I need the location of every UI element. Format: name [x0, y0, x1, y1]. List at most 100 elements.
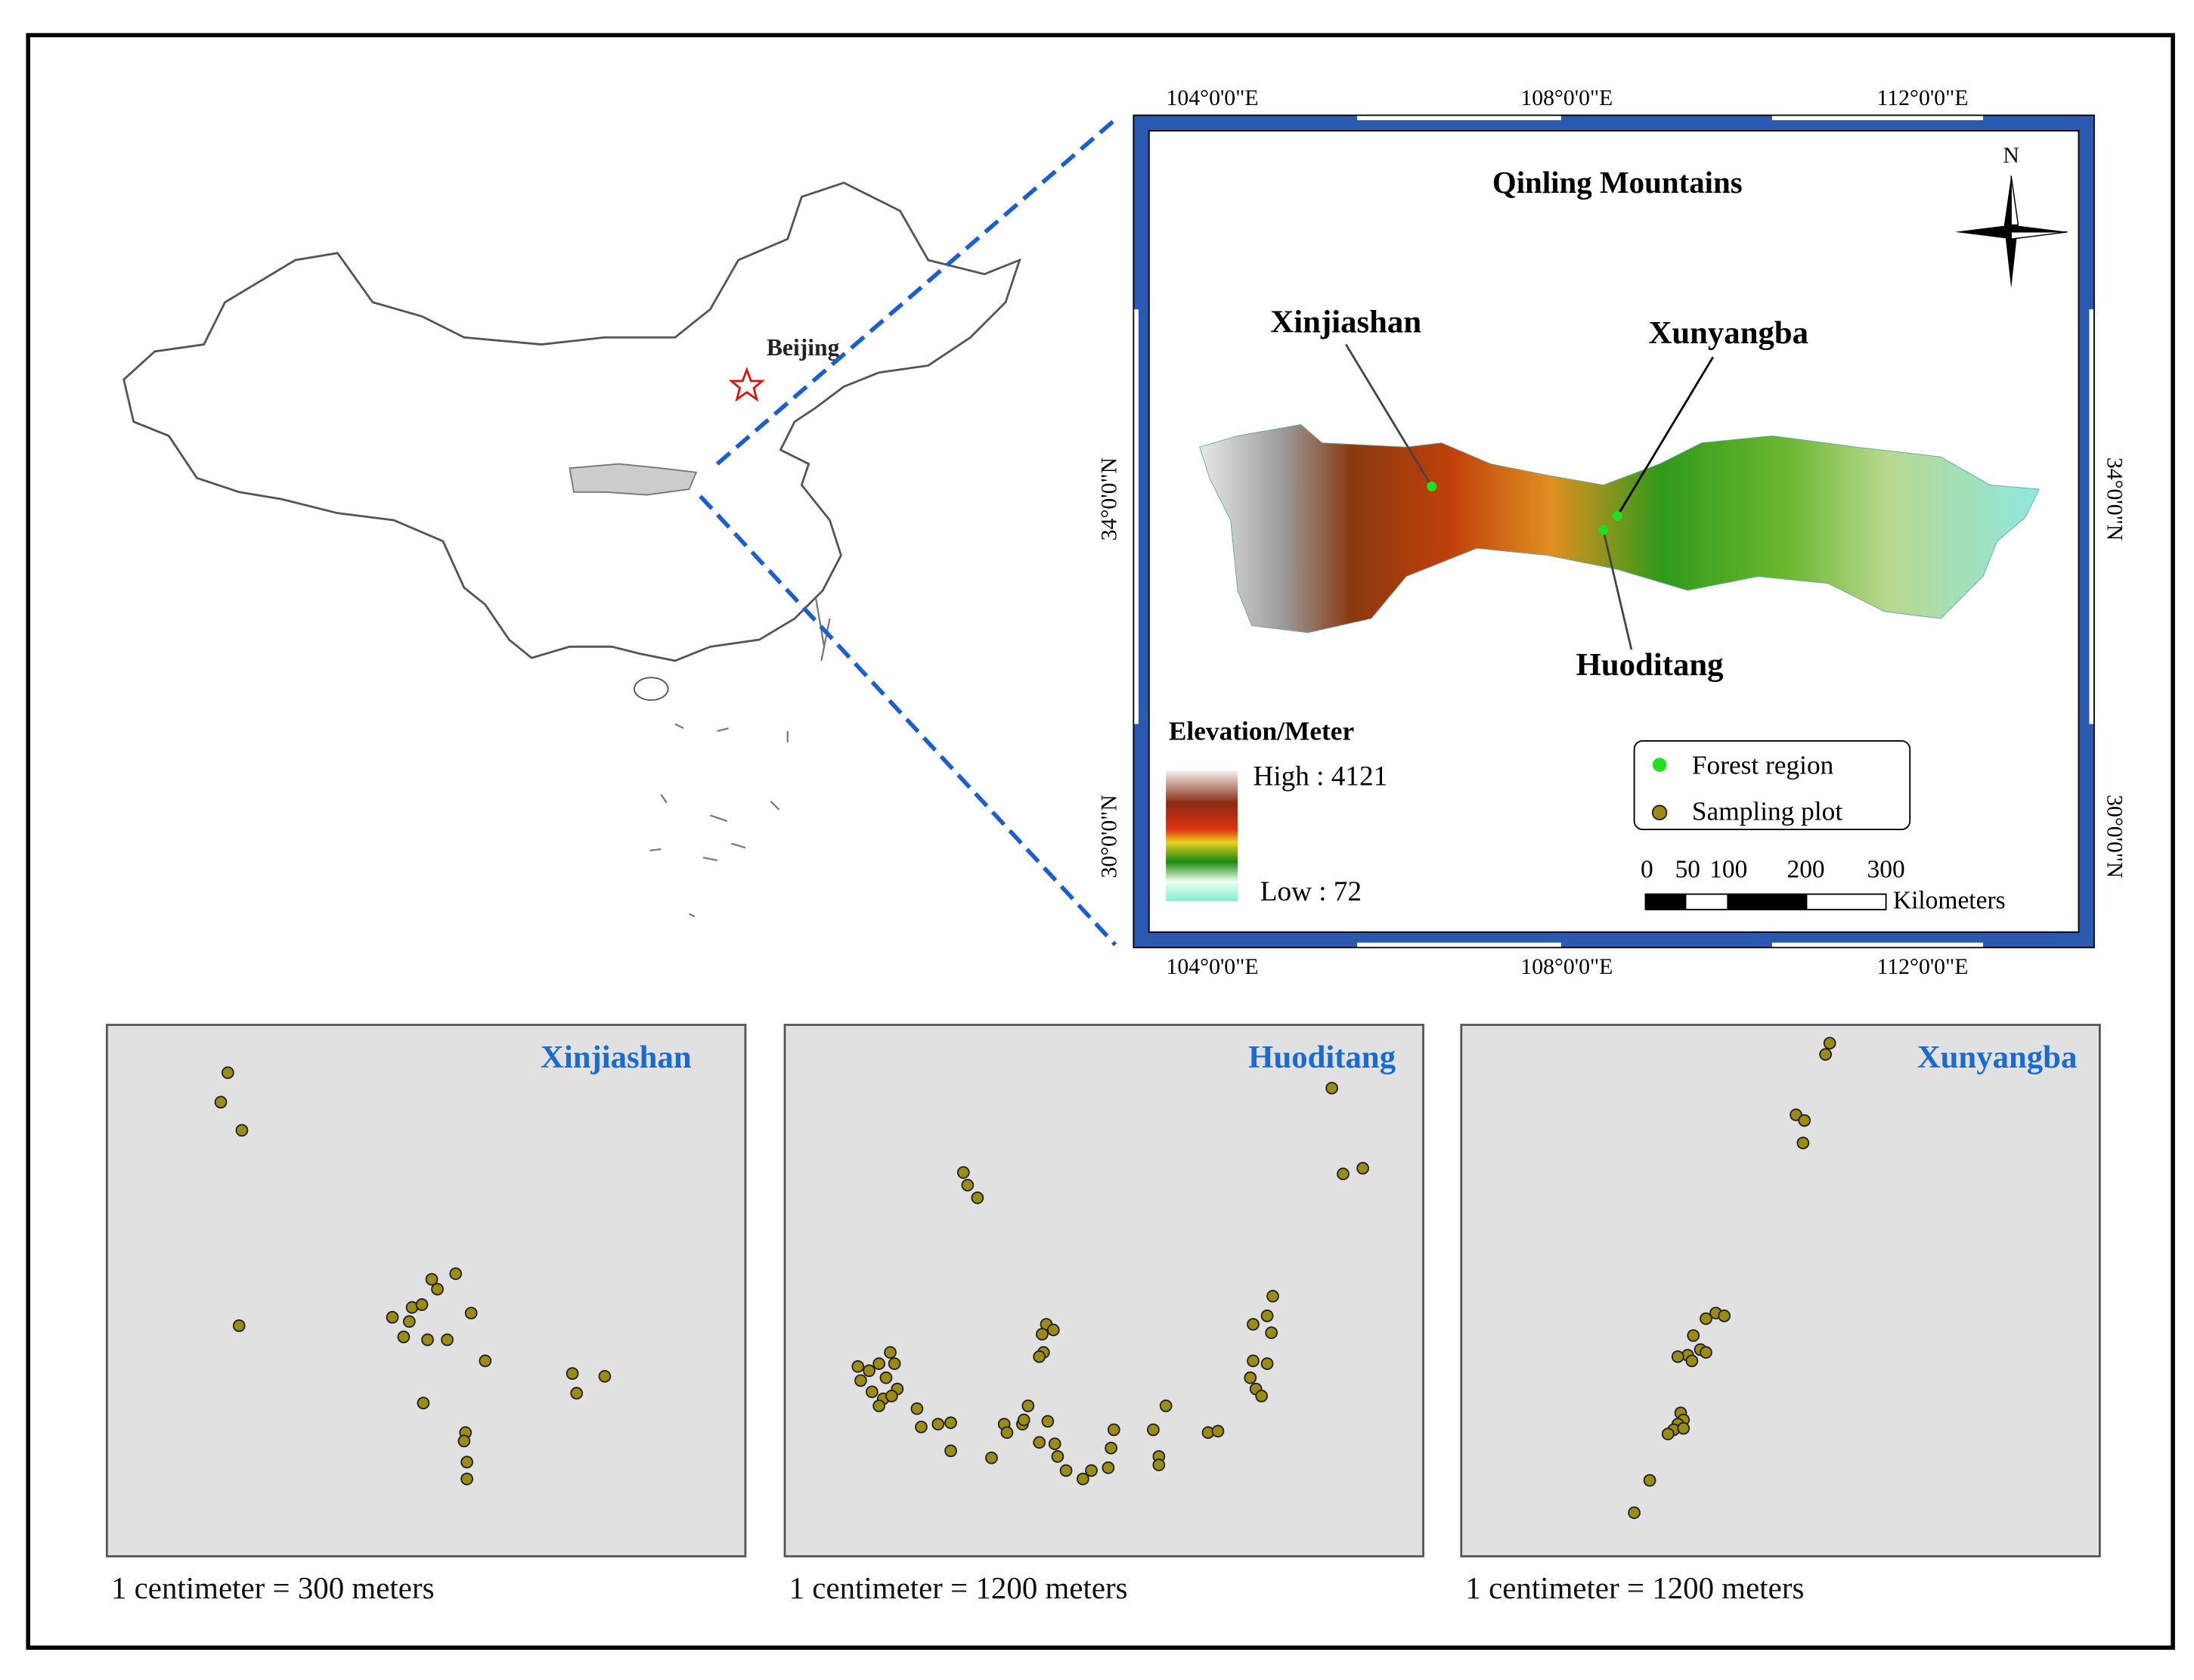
sampling-plot	[1077, 1472, 1089, 1486]
legend-title: Elevation/Meter	[1169, 717, 1354, 746]
sampling-plot	[1105, 1441, 1117, 1455]
map-shape: Xinjiashan 1 centimeter = 300 meters Huodi…	[105, 1024, 2101, 1605]
sampling-plot	[1152, 1458, 1166, 1471]
map-shape	[1645, 894, 1687, 910]
sampling-plot	[1247, 1318, 1260, 1331]
sampling-plot	[879, 1371, 893, 1384]
sampling-plot	[1260, 1357, 1274, 1370]
sampling-plot	[1147, 1423, 1160, 1437]
sampling-plot	[1718, 1310, 1731, 1322]
sampling-plot	[1677, 1421, 1690, 1435]
panel-title: Huoditang	[1248, 1040, 1396, 1075]
sampling-plot	[417, 1396, 430, 1410]
legend-high: High : 4121	[1253, 761, 1387, 792]
latitude-label: 34°0'0"N	[1096, 457, 1121, 541]
sampling-plot	[397, 1330, 411, 1344]
sampling-plot	[235, 1124, 249, 1137]
sampling-plot	[910, 1402, 924, 1415]
legend-label: Forest region	[1692, 750, 1834, 780]
north-label: N	[2003, 143, 2019, 168]
beijing-star	[728, 367, 766, 402]
sampling-plot	[931, 1418, 945, 1430]
sampling-plot	[1211, 1424, 1225, 1438]
map-shape	[2010, 231, 2068, 240]
sampling-plot	[431, 1282, 444, 1296]
sampling-plot	[944, 1444, 957, 1458]
sampling-plot	[1041, 1415, 1055, 1428]
city-label: Beijing	[767, 334, 840, 361]
sampling-plot	[1017, 1413, 1030, 1427]
sampling-plot	[457, 1434, 471, 1448]
sampling-plot	[1048, 1437, 1061, 1450]
scale-tick: 200	[1786, 856, 1824, 884]
sampling-plot	[1687, 1329, 1700, 1342]
sampling-plot	[1085, 1464, 1098, 1477]
leader-line	[1602, 529, 1633, 650]
leader-line	[1616, 356, 1714, 517]
sampling-plot	[464, 1306, 478, 1320]
sampling-plot	[449, 1267, 463, 1280]
sampling-plot	[1798, 1114, 1811, 1127]
sampling-plot	[1661, 1427, 1675, 1440]
scale-tick: 100	[1709, 856, 1747, 884]
china-outline	[122, 181, 1021, 662]
sampling-plot	[865, 1385, 879, 1399]
sampling-plot	[1356, 1161, 1369, 1175]
longitude-label: 108°0'0"E	[1520, 85, 1613, 110]
site-label: Xinjiashan	[1270, 304, 1421, 339]
site-label: Huoditang	[1576, 647, 1724, 683]
longitude-label: 104°0'0"E	[1167, 954, 1259, 979]
south-sea-islands	[649, 597, 831, 918]
point-legend	[1633, 739, 1911, 830]
scale-tick: 50	[1675, 856, 1700, 884]
forest-point	[1612, 510, 1622, 521]
panel-scale: 1 centimeter = 300 meters	[111, 1571, 435, 1605]
sampling-plot	[566, 1367, 579, 1381]
sampling-plot	[872, 1357, 886, 1370]
panel-title: Xinjiashan	[541, 1040, 692, 1075]
panel-title: Xunyangba	[1917, 1040, 2078, 1075]
sampling-plot	[1021, 1399, 1035, 1412]
inset-title: Qinling Mountains	[1492, 166, 1743, 200]
sampling-plot	[386, 1310, 399, 1324]
sampling-plot	[421, 1333, 434, 1347]
longitude-label: 112°0'0"E	[1877, 954, 1969, 979]
hainan-island	[634, 677, 669, 701]
sampling-plot	[1823, 1037, 1836, 1050]
sampling-plot	[1700, 1312, 1712, 1325]
sampling-plot	[1036, 1328, 1049, 1341]
sampling-plot	[479, 1354, 492, 1368]
zoom-line	[715, 117, 1117, 466]
sampling-plot	[1159, 1399, 1173, 1412]
sampling-plot	[961, 1179, 975, 1192]
legend-swatch	[1652, 758, 1667, 772]
longitude-label: 112°0'0"E	[1877, 85, 1969, 110]
legend-label: Sampling plot	[1692, 797, 1842, 826]
sampling-plot	[1266, 1290, 1279, 1303]
sampling-plot	[1628, 1506, 1641, 1520]
site-panel	[1460, 1024, 2101, 1558]
panel-scale: 1 centimeter = 1200 meters	[789, 1571, 1128, 1605]
sampling-plot	[1819, 1048, 1832, 1061]
sampling-plot	[1046, 1323, 1060, 1337]
sampling-plot	[888, 1357, 901, 1370]
elevation-area	[1199, 424, 2041, 634]
scale-tick: 0	[1641, 856, 1653, 884]
sampling-plot	[1265, 1326, 1278, 1340]
site-label: Xunyangba	[1648, 315, 1808, 351]
zoom-line	[699, 494, 1117, 947]
frame-graticule	[1134, 116, 2093, 947]
sampling-plot	[1107, 1423, 1120, 1437]
sampling-plot	[1325, 1081, 1339, 1095]
sampling-plot	[1255, 1390, 1269, 1403]
sampling-plot	[1033, 1436, 1046, 1449]
sampling-plot	[425, 1272, 438, 1286]
sampling-plot	[944, 1416, 957, 1430]
panel-scale: 1 centimeter = 1200 meters	[1465, 1571, 1804, 1605]
forest-point	[1598, 525, 1609, 535]
sampling-plot	[1685, 1354, 1699, 1368]
forest-point	[1427, 481, 1437, 491]
